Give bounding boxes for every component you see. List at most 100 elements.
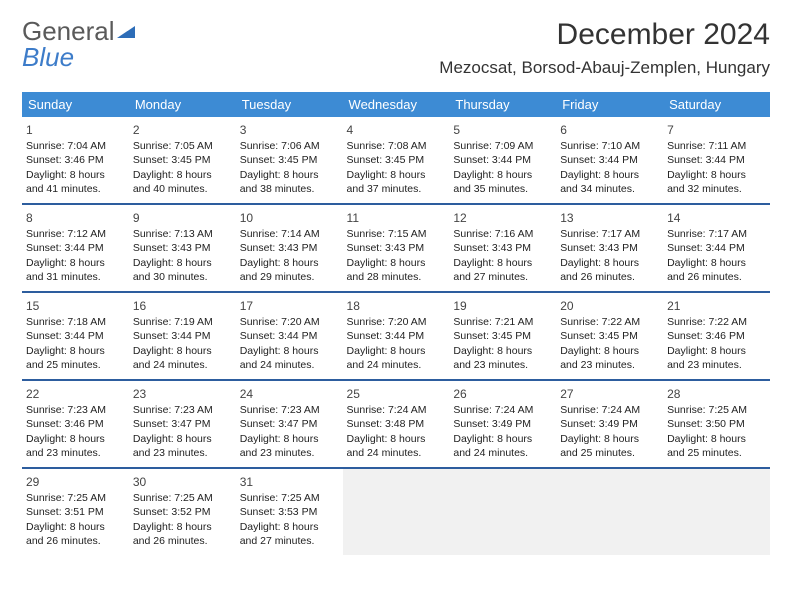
- calendar-empty-cell: [663, 468, 770, 555]
- day-details: Sunrise: 7:20 AMSunset: 3:44 PMDaylight:…: [240, 315, 339, 372]
- day-number: 24: [240, 383, 339, 403]
- calendar-day-cell: 2Sunrise: 7:05 AMSunset: 3:45 PMDaylight…: [129, 117, 236, 204]
- calendar-week-row: 1Sunrise: 7:04 AMSunset: 3:46 PMDaylight…: [22, 117, 770, 204]
- day-details: Sunrise: 7:24 AMSunset: 3:49 PMDaylight:…: [560, 403, 659, 460]
- day-number: 26: [453, 383, 552, 403]
- calendar-day-cell: 23Sunrise: 7:23 AMSunset: 3:47 PMDayligh…: [129, 380, 236, 468]
- day-number: 9: [133, 207, 232, 227]
- weekday-header: Friday: [556, 92, 663, 117]
- day-number: 27: [560, 383, 659, 403]
- day-number: 1: [26, 119, 125, 139]
- day-details: Sunrise: 7:18 AMSunset: 3:44 PMDaylight:…: [26, 315, 125, 372]
- calendar-day-cell: 27Sunrise: 7:24 AMSunset: 3:49 PMDayligh…: [556, 380, 663, 468]
- calendar-week-row: 29Sunrise: 7:25 AMSunset: 3:51 PMDayligh…: [22, 468, 770, 555]
- calendar-body: 1Sunrise: 7:04 AMSunset: 3:46 PMDaylight…: [22, 117, 770, 555]
- calendar-day-cell: 16Sunrise: 7:19 AMSunset: 3:44 PMDayligh…: [129, 292, 236, 380]
- day-details: Sunrise: 7:14 AMSunset: 3:43 PMDaylight:…: [240, 227, 339, 284]
- day-details: Sunrise: 7:20 AMSunset: 3:44 PMDaylight:…: [347, 315, 446, 372]
- title-block: December 2024 Mezocsat, Borsod-Abauj-Zem…: [439, 18, 770, 78]
- weekday-header: Wednesday: [343, 92, 450, 117]
- page-title: December 2024: [439, 18, 770, 52]
- calendar-day-cell: 8Sunrise: 7:12 AMSunset: 3:44 PMDaylight…: [22, 204, 129, 292]
- day-number: 28: [667, 383, 766, 403]
- logo-triangle-icon: [115, 18, 137, 44]
- calendar-day-cell: 11Sunrise: 7:15 AMSunset: 3:43 PMDayligh…: [343, 204, 450, 292]
- weekday-header: Tuesday: [236, 92, 343, 117]
- day-number: 20: [560, 295, 659, 315]
- day-number: 15: [26, 295, 125, 315]
- calendar-day-cell: 12Sunrise: 7:16 AMSunset: 3:43 PMDayligh…: [449, 204, 556, 292]
- day-number: 2: [133, 119, 232, 139]
- weekday-header: Thursday: [449, 92, 556, 117]
- day-details: Sunrise: 7:16 AMSunset: 3:43 PMDaylight:…: [453, 227, 552, 284]
- day-details: Sunrise: 7:25 AMSunset: 3:50 PMDaylight:…: [667, 403, 766, 460]
- logo-word2: Blue: [22, 42, 74, 72]
- day-number: 18: [347, 295, 446, 315]
- weekday-header: Saturday: [663, 92, 770, 117]
- calendar-empty-cell: [449, 468, 556, 555]
- day-number: 13: [560, 207, 659, 227]
- day-details: Sunrise: 7:15 AMSunset: 3:43 PMDaylight:…: [347, 227, 446, 284]
- day-details: Sunrise: 7:12 AMSunset: 3:44 PMDaylight:…: [26, 227, 125, 284]
- day-number: 31: [240, 471, 339, 491]
- calendar-day-cell: 9Sunrise: 7:13 AMSunset: 3:43 PMDaylight…: [129, 204, 236, 292]
- day-details: Sunrise: 7:08 AMSunset: 3:45 PMDaylight:…: [347, 139, 446, 196]
- day-details: Sunrise: 7:04 AMSunset: 3:46 PMDaylight:…: [26, 139, 125, 196]
- calendar-day-cell: 21Sunrise: 7:22 AMSunset: 3:46 PMDayligh…: [663, 292, 770, 380]
- calendar-empty-cell: [343, 468, 450, 555]
- day-details: Sunrise: 7:22 AMSunset: 3:45 PMDaylight:…: [560, 315, 659, 372]
- calendar-day-cell: 5Sunrise: 7:09 AMSunset: 3:44 PMDaylight…: [449, 117, 556, 204]
- calendar-empty-cell: [556, 468, 663, 555]
- calendar-day-cell: 17Sunrise: 7:20 AMSunset: 3:44 PMDayligh…: [236, 292, 343, 380]
- day-number: 25: [347, 383, 446, 403]
- day-number: 14: [667, 207, 766, 227]
- header-bar: General Blue December 2024 Mezocsat, Bor…: [22, 18, 770, 78]
- calendar-day-cell: 19Sunrise: 7:21 AMSunset: 3:45 PMDayligh…: [449, 292, 556, 380]
- day-number: 29: [26, 471, 125, 491]
- calendar-day-cell: 26Sunrise: 7:24 AMSunset: 3:49 PMDayligh…: [449, 380, 556, 468]
- calendar-day-cell: 14Sunrise: 7:17 AMSunset: 3:44 PMDayligh…: [663, 204, 770, 292]
- day-number: 3: [240, 119, 339, 139]
- day-details: Sunrise: 7:05 AMSunset: 3:45 PMDaylight:…: [133, 139, 232, 196]
- calendar-day-cell: 31Sunrise: 7:25 AMSunset: 3:53 PMDayligh…: [236, 468, 343, 555]
- day-details: Sunrise: 7:22 AMSunset: 3:46 PMDaylight:…: [667, 315, 766, 372]
- day-details: Sunrise: 7:11 AMSunset: 3:44 PMDaylight:…: [667, 139, 766, 196]
- day-number: 19: [453, 295, 552, 315]
- calendar-day-cell: 3Sunrise: 7:06 AMSunset: 3:45 PMDaylight…: [236, 117, 343, 204]
- day-number: 30: [133, 471, 232, 491]
- day-number: 22: [26, 383, 125, 403]
- day-details: Sunrise: 7:25 AMSunset: 3:51 PMDaylight:…: [26, 491, 125, 548]
- day-details: Sunrise: 7:23 AMSunset: 3:47 PMDaylight:…: [240, 403, 339, 460]
- calendar-week-row: 22Sunrise: 7:23 AMSunset: 3:46 PMDayligh…: [22, 380, 770, 468]
- calendar-day-cell: 24Sunrise: 7:23 AMSunset: 3:47 PMDayligh…: [236, 380, 343, 468]
- calendar-day-cell: 10Sunrise: 7:14 AMSunset: 3:43 PMDayligh…: [236, 204, 343, 292]
- day-details: Sunrise: 7:17 AMSunset: 3:43 PMDaylight:…: [560, 227, 659, 284]
- calendar-week-row: 15Sunrise: 7:18 AMSunset: 3:44 PMDayligh…: [22, 292, 770, 380]
- calendar-day-cell: 7Sunrise: 7:11 AMSunset: 3:44 PMDaylight…: [663, 117, 770, 204]
- day-details: Sunrise: 7:25 AMSunset: 3:52 PMDaylight:…: [133, 491, 232, 548]
- day-details: Sunrise: 7:24 AMSunset: 3:49 PMDaylight:…: [453, 403, 552, 460]
- calendar-week-row: 8Sunrise: 7:12 AMSunset: 3:44 PMDaylight…: [22, 204, 770, 292]
- day-number: 7: [667, 119, 766, 139]
- day-details: Sunrise: 7:13 AMSunset: 3:43 PMDaylight:…: [133, 227, 232, 284]
- day-details: Sunrise: 7:24 AMSunset: 3:48 PMDaylight:…: [347, 403, 446, 460]
- logo: General Blue: [22, 18, 137, 70]
- day-number: 10: [240, 207, 339, 227]
- day-number: 23: [133, 383, 232, 403]
- weekday-header: Sunday: [22, 92, 129, 117]
- day-details: Sunrise: 7:06 AMSunset: 3:45 PMDaylight:…: [240, 139, 339, 196]
- day-details: Sunrise: 7:23 AMSunset: 3:46 PMDaylight:…: [26, 403, 125, 460]
- day-number: 21: [667, 295, 766, 315]
- calendar-day-cell: 25Sunrise: 7:24 AMSunset: 3:48 PMDayligh…: [343, 380, 450, 468]
- day-details: Sunrise: 7:25 AMSunset: 3:53 PMDaylight:…: [240, 491, 339, 548]
- calendar-day-cell: 30Sunrise: 7:25 AMSunset: 3:52 PMDayligh…: [129, 468, 236, 555]
- day-number: 16: [133, 295, 232, 315]
- calendar-header-row: SundayMondayTuesdayWednesdayThursdayFrid…: [22, 92, 770, 117]
- calendar-day-cell: 28Sunrise: 7:25 AMSunset: 3:50 PMDayligh…: [663, 380, 770, 468]
- day-details: Sunrise: 7:10 AMSunset: 3:44 PMDaylight:…: [560, 139, 659, 196]
- calendar-day-cell: 22Sunrise: 7:23 AMSunset: 3:46 PMDayligh…: [22, 380, 129, 468]
- calendar-day-cell: 29Sunrise: 7:25 AMSunset: 3:51 PMDayligh…: [22, 468, 129, 555]
- calendar-day-cell: 15Sunrise: 7:18 AMSunset: 3:44 PMDayligh…: [22, 292, 129, 380]
- day-number: 12: [453, 207, 552, 227]
- day-number: 11: [347, 207, 446, 227]
